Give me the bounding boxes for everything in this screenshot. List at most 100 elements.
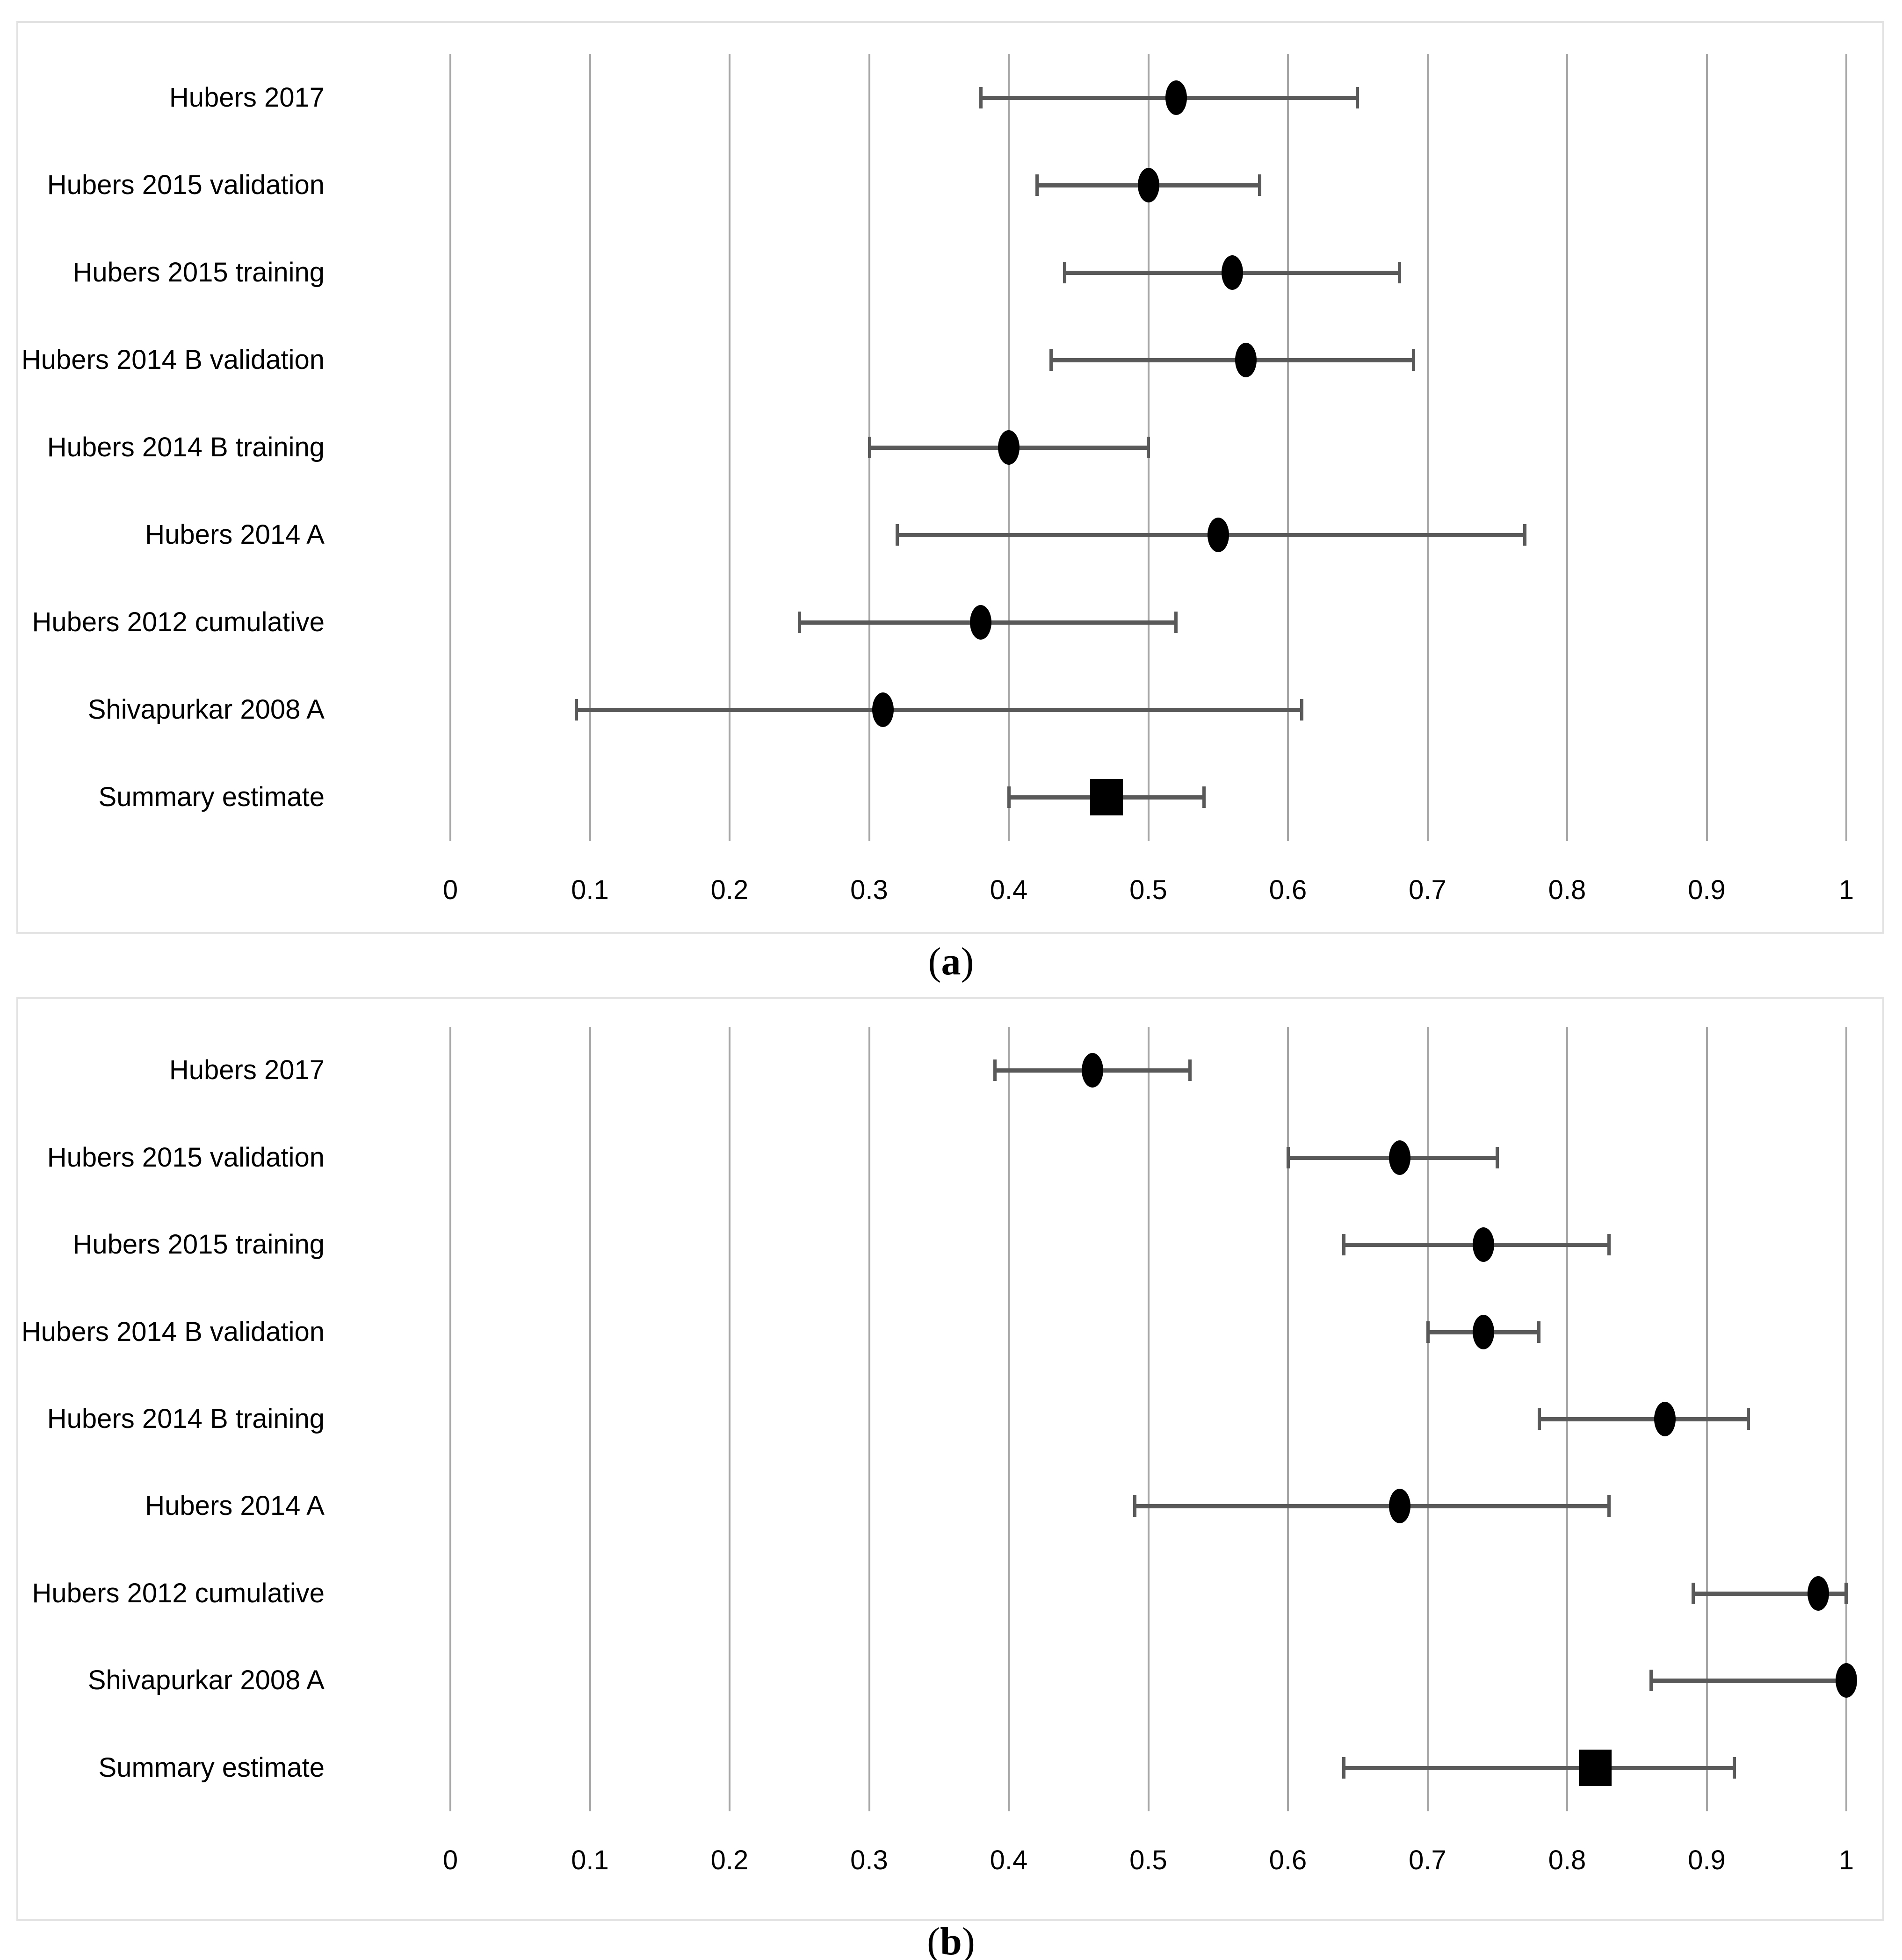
study-label: Hubers 2014 B training bbox=[47, 1404, 325, 1434]
x-tick-label-0.6: 0.6 bbox=[1269, 1845, 1307, 1875]
x-tick-label-1: 1 bbox=[1838, 1845, 1854, 1875]
x-tick-label-0.8: 0.8 bbox=[1548, 875, 1586, 905]
point-estimate-marker bbox=[1207, 518, 1229, 553]
ci-cap-left bbox=[1007, 786, 1011, 808]
study-label: Hubers 2015 training bbox=[72, 257, 325, 288]
gridline-0.1 bbox=[589, 54, 591, 841]
ci-cap-right bbox=[1747, 1408, 1750, 1430]
gridline-0.2 bbox=[729, 1027, 730, 1811]
ci-bar bbox=[1050, 358, 1414, 362]
point-estimate-marker bbox=[1165, 80, 1187, 115]
gridline-0.1 bbox=[589, 1027, 591, 1811]
gridline-0.6 bbox=[1287, 1027, 1289, 1811]
caption-b-close-paren: ) bbox=[962, 1920, 975, 1960]
ci-cap-left bbox=[1133, 1495, 1136, 1517]
point-estimate-marker bbox=[998, 430, 1020, 465]
point-estimate-marker bbox=[1221, 255, 1243, 290]
gridline-0.3 bbox=[868, 1027, 870, 1811]
point-estimate-marker bbox=[872, 692, 894, 728]
ci-cap-left bbox=[896, 524, 899, 546]
gridline-0.7 bbox=[1426, 1027, 1429, 1811]
point-estimate-marker bbox=[1654, 1402, 1676, 1436]
gridline-0.4 bbox=[1008, 1027, 1010, 1811]
x-tick-label-0.1: 0.1 bbox=[571, 1845, 609, 1875]
ci-cap-left bbox=[1049, 349, 1053, 371]
x-tick-label-0.3: 0.3 bbox=[850, 1845, 888, 1875]
ci-cap-right bbox=[1537, 1321, 1541, 1343]
ci-cap-left bbox=[868, 437, 871, 458]
point-estimate-marker bbox=[1472, 1227, 1494, 1262]
x-tick-label-1: 1 bbox=[1838, 875, 1854, 905]
ci-bar bbox=[1134, 1504, 1609, 1509]
forest-plot-panel-a: 0 0.1 0.2 0.3 0.4 0.5 0.6 0.7 0.8 0.9 1 Hubers 2017… bbox=[16, 21, 1884, 934]
caption-b-letter: b bbox=[940, 1920, 962, 1960]
x-tick-label-0.5: 0.5 bbox=[1129, 1845, 1167, 1875]
caption-a-open-paren: ( bbox=[928, 940, 941, 983]
x-tick-label-0.8: 0.8 bbox=[1548, 1845, 1586, 1875]
ci-cap-right bbox=[1188, 1059, 1192, 1081]
study-label: Summary estimate bbox=[98, 1752, 325, 1783]
point-estimate-marker bbox=[1389, 1489, 1410, 1524]
ci-bar bbox=[1539, 1417, 1749, 1421]
study-label: Hubers 2015 training bbox=[72, 1229, 325, 1260]
study-label: Hubers 2012 cumulative bbox=[32, 1578, 325, 1608]
study-label: Hubers 2017 bbox=[169, 82, 325, 113]
forest-plot-panel-b: 0 0.1 0.2 0.3 0.4 0.5 0.6 0.7 0.8 0.9 1 Hubers 2017… bbox=[16, 997, 1884, 1921]
ci-cap-left bbox=[1063, 261, 1067, 283]
ci-bar bbox=[1651, 1679, 1846, 1683]
x-tick-label-0.2: 0.2 bbox=[710, 875, 749, 905]
x-tick-label-0.7: 0.7 bbox=[1409, 875, 1446, 905]
study-label: Hubers 2015 validation bbox=[47, 169, 325, 200]
study-label: Shivapurkar 2008 A bbox=[87, 1665, 325, 1696]
study-label: Hubers 2012 cumulative bbox=[32, 607, 325, 638]
ci-cap-right bbox=[1174, 612, 1178, 634]
x-tick-label-0.7: 0.7 bbox=[1409, 1845, 1446, 1875]
x-tick-label-0: 0 bbox=[442, 875, 458, 905]
study-label: Summary estimate bbox=[98, 782, 325, 813]
ci-cap-left bbox=[1426, 1321, 1430, 1343]
ci-cap-right bbox=[1607, 1495, 1611, 1517]
x-tick-label-0.1: 0.1 bbox=[571, 875, 609, 905]
ci-cap-right bbox=[1146, 437, 1150, 458]
ci-cap-left bbox=[1287, 1146, 1290, 1168]
ci-cap-left bbox=[574, 699, 578, 721]
gridline-0.2 bbox=[729, 54, 730, 841]
point-estimate-marker bbox=[1137, 167, 1159, 202]
gridline-1 bbox=[1845, 1027, 1847, 1811]
ci-cap-left bbox=[1538, 1408, 1541, 1430]
panel-a-caption: (a) bbox=[0, 939, 1902, 984]
ci-cap-right bbox=[1523, 524, 1527, 546]
panel-a-plot-area: 0 0.1 0.2 0.3 0.4 0.5 0.6 0.7 0.8 0.9 1 Hubers 2017… bbox=[18, 23, 1882, 932]
study-label: Hubers 2014 B validation bbox=[21, 1316, 325, 1347]
ci-cap-left bbox=[1649, 1670, 1653, 1692]
panel-b-caption: (b) bbox=[0, 1919, 1902, 1960]
ci-cap-left bbox=[979, 86, 983, 108]
ci-cap-right bbox=[1356, 86, 1360, 108]
gridline-0.7 bbox=[1426, 54, 1429, 841]
point-estimate-marker bbox=[1082, 1053, 1104, 1088]
study-label: Hubers 2014 A bbox=[145, 519, 325, 550]
ci-bar bbox=[1344, 1765, 1735, 1770]
point-estimate-marker bbox=[970, 605, 992, 640]
caption-a-letter: a bbox=[941, 940, 961, 983]
summary-estimate-marker bbox=[1578, 1749, 1612, 1786]
gridline-0.5 bbox=[1147, 1027, 1150, 1811]
ci-cap-right bbox=[1733, 1757, 1736, 1779]
study-label: Hubers 2017 bbox=[169, 1055, 325, 1086]
x-tick-label-0.4: 0.4 bbox=[990, 875, 1028, 905]
x-tick-label-0.6: 0.6 bbox=[1269, 875, 1307, 905]
ci-bar bbox=[1692, 1591, 1846, 1596]
ci-bar bbox=[576, 708, 1302, 713]
x-tick-label-0.9: 0.9 bbox=[1688, 1845, 1726, 1875]
ci-cap-right bbox=[1607, 1234, 1611, 1256]
point-estimate-marker bbox=[1472, 1314, 1494, 1349]
study-label: Hubers 2014 B training bbox=[47, 432, 325, 462]
ci-cap-left bbox=[993, 1059, 997, 1081]
ci-cap-left bbox=[1342, 1757, 1346, 1779]
x-tick-label-0.5: 0.5 bbox=[1129, 875, 1167, 905]
caption-b-open-paren: ( bbox=[927, 1920, 940, 1960]
panel-b-plot-area: 0 0.1 0.2 0.3 0.4 0.5 0.6 0.7 0.8 0.9 1 Hubers 2017… bbox=[18, 999, 1882, 1919]
x-tick-label-0.9: 0.9 bbox=[1688, 875, 1726, 905]
gridline-0.9 bbox=[1706, 54, 1708, 841]
study-label: Hubers 2014 A bbox=[145, 1491, 325, 1521]
